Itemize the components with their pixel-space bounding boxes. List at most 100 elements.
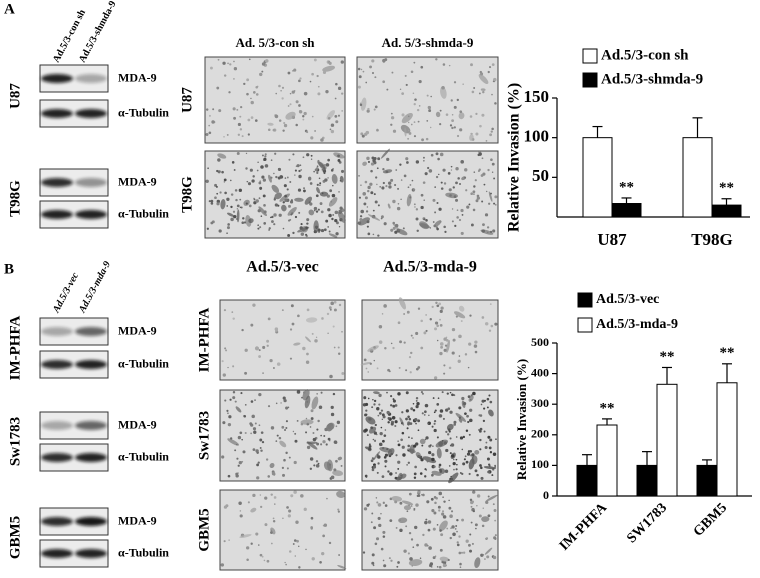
- pore: [417, 120, 420, 123]
- pore: [464, 455, 467, 458]
- pore: [433, 496, 437, 499]
- pore: [472, 391, 476, 396]
- pore: [337, 86, 342, 91]
- pore: [228, 415, 232, 419]
- pore: [215, 185, 218, 188]
- pore: [456, 541, 459, 544]
- pore: [487, 70, 490, 74]
- pore: [387, 181, 392, 185]
- pore: [380, 217, 383, 220]
- pore: [472, 490, 476, 494]
- pore: [257, 544, 260, 546]
- pore: [382, 501, 385, 504]
- pore: [306, 131, 309, 134]
- pore: [330, 200, 333, 203]
- pore: [360, 209, 365, 214]
- pore: [235, 198, 238, 202]
- pore: [384, 459, 388, 463]
- pore: [367, 371, 369, 373]
- pore: [337, 352, 341, 355]
- cell: [446, 340, 451, 353]
- row-label: T98G: [179, 176, 195, 213]
- pore: [442, 563, 447, 568]
- pore: [261, 70, 264, 73]
- pore: [482, 172, 486, 176]
- pore: [224, 347, 227, 350]
- pore: [413, 508, 416, 511]
- cell: [236, 209, 240, 223]
- pore: [470, 192, 473, 196]
- pore: [372, 438, 375, 441]
- pore: [231, 161, 235, 164]
- band-label: α-Tubulin: [118, 545, 169, 559]
- cell: [294, 197, 304, 202]
- pore: [293, 68, 297, 72]
- y-tick-label: 300: [531, 396, 549, 410]
- x-tick-label: U87: [597, 230, 627, 249]
- pore: [409, 371, 412, 374]
- pore: [257, 227, 260, 230]
- pore: [212, 108, 215, 111]
- pore: [424, 475, 427, 478]
- cell: [419, 221, 429, 230]
- pore: [433, 465, 436, 468]
- pore: [420, 319, 423, 323]
- pore: [320, 138, 324, 142]
- pore: [259, 494, 262, 496]
- pore: [411, 437, 413, 439]
- pore: [439, 529, 442, 532]
- pore: [431, 457, 435, 462]
- pore: [456, 464, 458, 466]
- pore: [288, 158, 291, 161]
- pore: [305, 417, 308, 420]
- pore: [457, 359, 461, 363]
- pore: [279, 175, 284, 179]
- pore: [340, 464, 343, 467]
- pore: [474, 340, 478, 344]
- pore: [222, 421, 226, 425]
- pore: [461, 396, 465, 401]
- pore: [206, 227, 209, 230]
- pore: [335, 82, 338, 86]
- pore: [473, 171, 476, 173]
- pore: [481, 229, 486, 233]
- pore: [218, 109, 222, 113]
- pore: [246, 180, 249, 183]
- pore: [451, 126, 454, 130]
- pore: [329, 374, 333, 379]
- pore: [395, 169, 398, 171]
- pore: [313, 58, 317, 62]
- pore: [287, 71, 291, 75]
- pore: [405, 157, 409, 161]
- cell: [337, 211, 346, 223]
- pore: [441, 85, 445, 90]
- pore: [266, 559, 270, 563]
- x-tick-label: IM-PHFA: [557, 500, 611, 554]
- pore: [253, 91, 256, 94]
- pore: [314, 130, 316, 132]
- pore: [327, 177, 329, 179]
- pore: [473, 193, 475, 195]
- pore: [416, 229, 419, 233]
- pore: [337, 508, 340, 511]
- pore: [436, 403, 440, 406]
- pore: [268, 229, 270, 231]
- pore: [434, 321, 439, 325]
- row-label: U87: [7, 83, 23, 109]
- pore: [443, 225, 446, 229]
- bar: [611, 203, 642, 218]
- pore: [458, 334, 462, 339]
- pore: [427, 520, 432, 524]
- pore: [383, 434, 387, 437]
- pore: [312, 432, 315, 435]
- cell: [258, 206, 267, 217]
- pore: [273, 198, 276, 201]
- pore: [408, 355, 412, 359]
- pore: [489, 303, 492, 305]
- pore: [434, 555, 437, 557]
- pore: [367, 160, 371, 163]
- pore: [424, 543, 428, 547]
- pore: [487, 514, 491, 518]
- pore: [282, 473, 286, 477]
- pore: [363, 507, 368, 511]
